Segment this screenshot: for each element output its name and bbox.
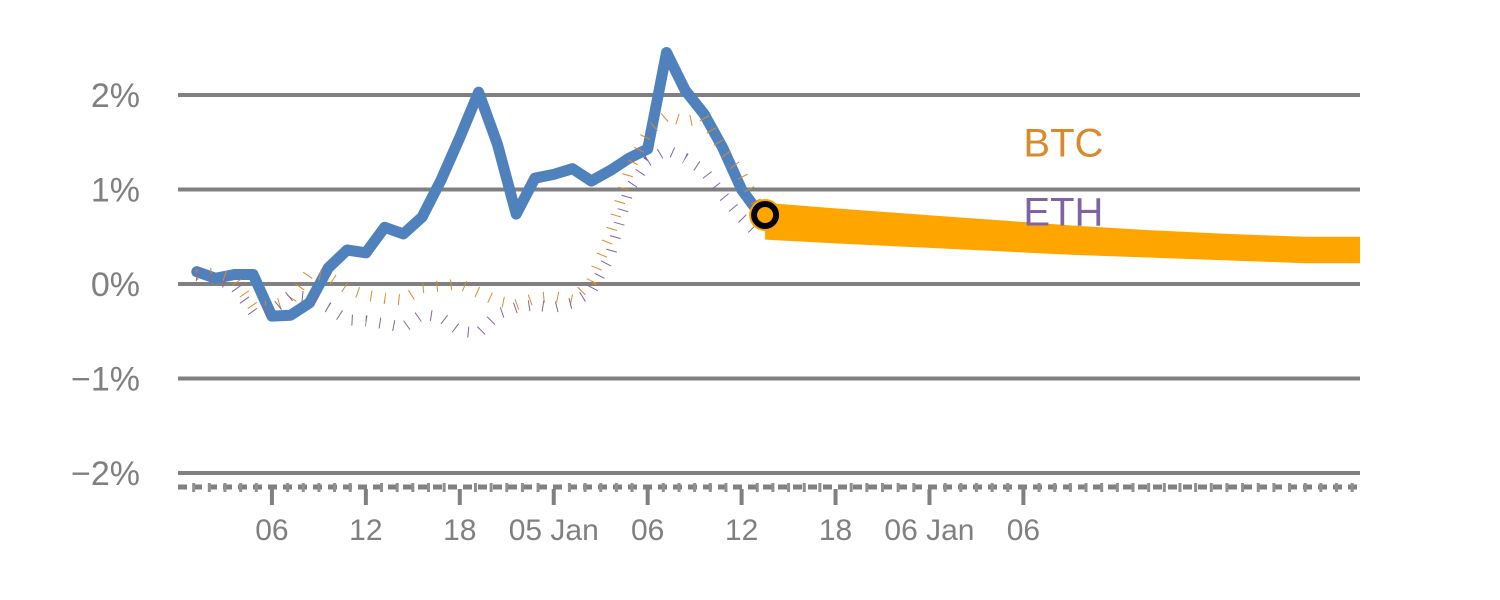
series-label-eth: ETH: [1023, 190, 1103, 234]
x-axis-tick-label: 06: [255, 514, 288, 547]
forecast-band-group: [765, 202, 1360, 264]
forecast-band: [765, 202, 1360, 264]
series-line-eth: [195, 144, 765, 339]
series-group: [191, 47, 766, 339]
gridlines-group: [178, 93, 1360, 475]
x-axis-tick-label: 12: [725, 514, 758, 547]
y-axis-tick-label: −1%: [71, 361, 140, 399]
x-axis-tick-label: 12: [349, 514, 382, 547]
x-axis-labels-group: 06 12 18 05 Jan 06 12 18 06 Jan 06: [255, 514, 1040, 547]
series-line-btc: [196, 110, 766, 313]
current-value-marker[interactable]: [751, 201, 780, 230]
y-axis-tick-label: 2%: [91, 77, 140, 115]
y-axis-tick-label: 1%: [91, 172, 140, 210]
x-axis-tick-label: 06 Jan: [884, 514, 974, 547]
y-axis-tick-label: −2%: [71, 455, 140, 493]
x-axis-tick-label: 05 Jan: [509, 514, 599, 547]
current-value-marker-group: [749, 199, 782, 232]
x-axis-tick-label: 18: [443, 514, 476, 547]
y-axis-labels-group: 2% 1% 0% −1% −2%: [71, 77, 140, 493]
series-line-index: [191, 47, 766, 322]
y-axis-tick-label: 0%: [91, 266, 140, 304]
x-axis-ticks-group: [192, 483, 1354, 505]
series-label-btc: BTC: [1023, 121, 1103, 165]
x-axis-tick-label: 06: [631, 514, 664, 547]
series-annotations-group: BTCETHIndex: [1023, 121, 1103, 234]
x-axis-tick-label: 06: [1007, 514, 1040, 547]
x-axis-tick-label: 18: [819, 514, 852, 547]
